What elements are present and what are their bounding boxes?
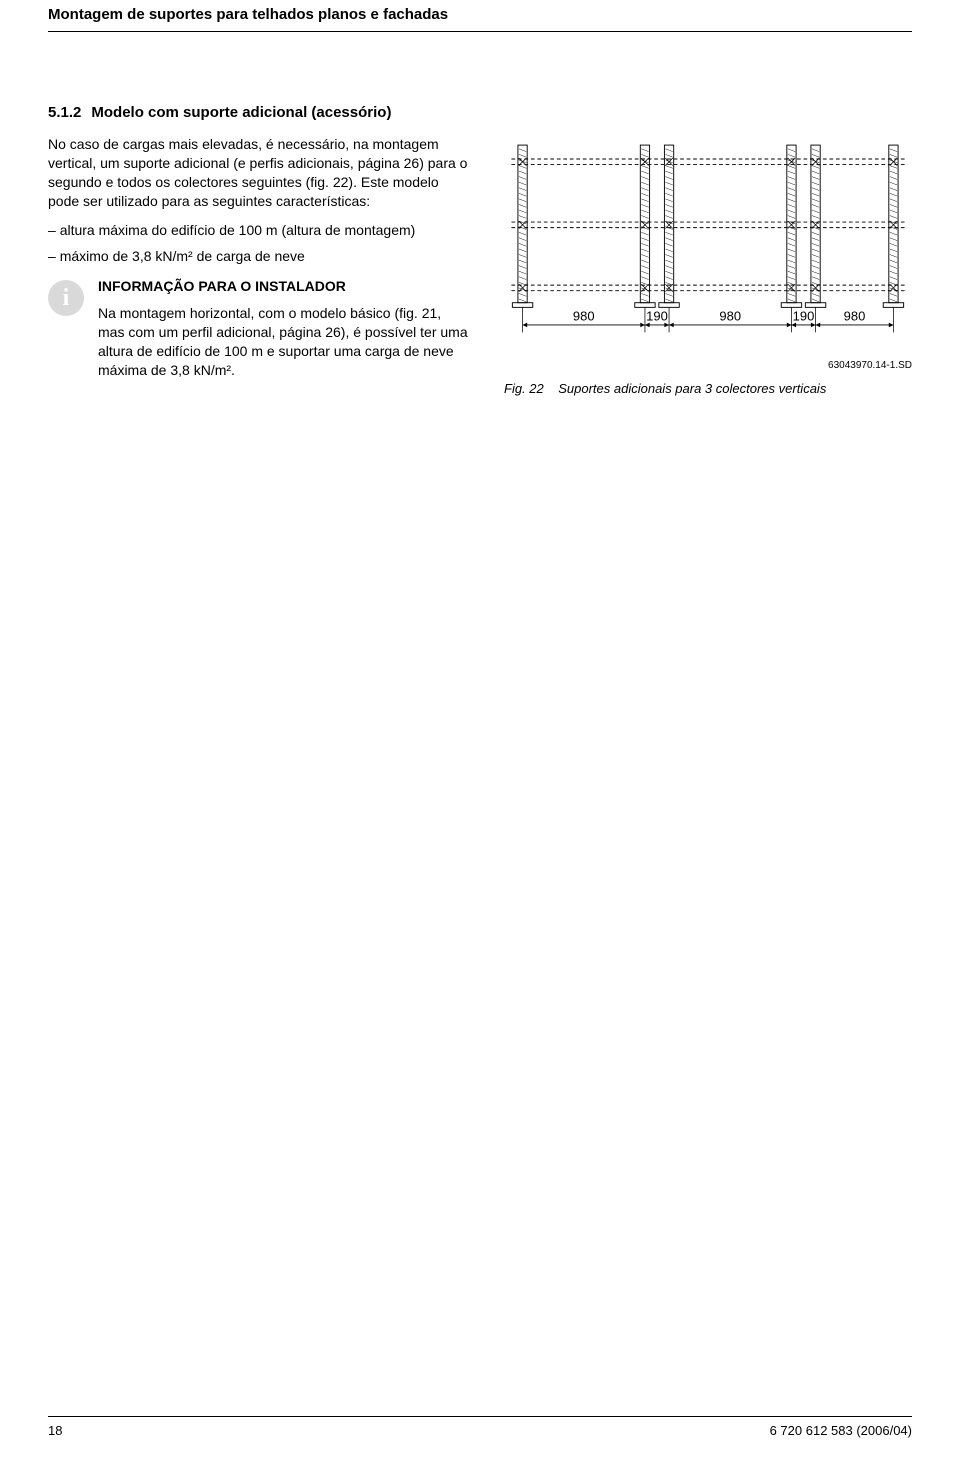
info-block: i INFORMAÇÃO PARA O INSTALADOR Na montag… [48, 278, 468, 390]
list-item: máximo de 3,8 kN/m² de carga de neve [48, 247, 468, 266]
page-footer: 18 6 720 612 583 (2006/04) [48, 1416, 912, 1438]
right-column: 980 190 980 190 980 63043970.14-1.SD Fig. 22… [504, 104, 912, 396]
figure-caption-text: Suportes adicionais para 3 colectores ve… [558, 381, 826, 396]
section-paragraph: No caso de cargas mais elevadas, é neces… [48, 135, 468, 211]
list-item: altura máxima do edifício de 100 m (altu… [48, 221, 468, 240]
info-icon: i [48, 280, 84, 316]
section-title: Modelo com suporte adicional (acessório) [91, 104, 391, 121]
bullet-list: altura máxima do edifício de 100 m (altu… [48, 221, 468, 267]
left-column: 5.1.2 Modelo com suporte adicional (aces… [48, 104, 468, 396]
figure-label: Fig. 22 [504, 381, 544, 396]
page-number: 18 [48, 1423, 62, 1438]
doc-reference: 6 720 612 583 (2006/04) [770, 1423, 912, 1438]
svg-text:980: 980 [573, 308, 595, 323]
section-heading: 5.1.2 Modelo com suporte adicional (aces… [48, 104, 468, 121]
svg-text:980: 980 [844, 308, 866, 323]
diagram-svg: 980 190 980 190 980 [504, 108, 912, 349]
figure-diagram: 980 190 980 190 980 63043970.14-1.SD [504, 108, 912, 371]
figure-caption: Fig. 22 Suportes adicionais para 3 colec… [504, 381, 912, 396]
info-title: INFORMAÇÃO PARA O INSTALADOR [98, 278, 468, 294]
svg-text:190: 190 [793, 308, 815, 323]
image-code: 63043970.14-1.SD [504, 360, 912, 371]
section-number: 5.1.2 [48, 104, 81, 121]
svg-text:980: 980 [719, 308, 741, 323]
info-text: Na montagem horizontal, com o modelo bás… [98, 304, 468, 380]
svg-text:190: 190 [646, 308, 668, 323]
page-header-title: Montagem de suportes para telhados plano… [48, 0, 912, 32]
